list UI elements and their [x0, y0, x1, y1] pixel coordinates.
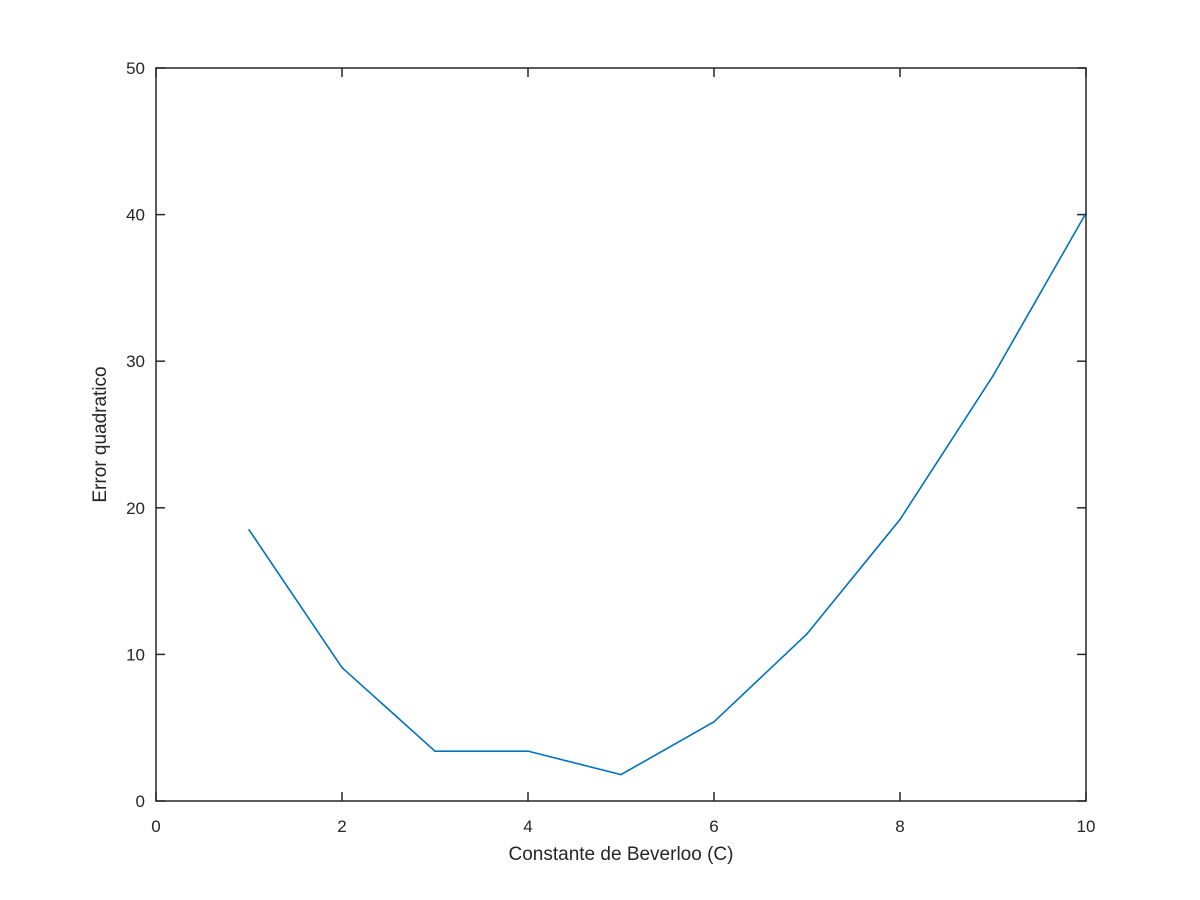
- data-point: [527, 750, 529, 752]
- data-point: [713, 721, 715, 723]
- y-tick-label: 0: [136, 792, 145, 811]
- x-tick-label: 8: [895, 817, 904, 836]
- x-tick-label: 10: [1077, 817, 1096, 836]
- data-point: [341, 666, 343, 669]
- series-line-0: [248, 212, 1087, 776]
- data-point: [620, 773, 622, 776]
- x-axis-label: Constante de Beverloo (C): [509, 844, 734, 865]
- series-group: [248, 212, 1087, 776]
- x-tick-label: 4: [523, 817, 532, 836]
- x-tick-label: 6: [709, 817, 718, 836]
- x-tick-label: 2: [337, 817, 346, 836]
- y-tick-label: 20: [126, 499, 145, 518]
- data-point: [434, 750, 436, 752]
- y-axis-label: Error quadratico: [90, 366, 111, 502]
- x-tick-label: 0: [151, 817, 160, 836]
- data-point: [248, 528, 250, 531]
- y-tick-label: 10: [126, 645, 145, 664]
- data-point: [992, 375, 994, 377]
- axes-frame: [155, 67, 1087, 802]
- y-tick-label: 50: [126, 59, 145, 78]
- data-point: [899, 518, 901, 521]
- y-tick-label: 40: [126, 206, 145, 225]
- y-tick-label: 30: [126, 352, 145, 371]
- data-point: [806, 633, 808, 635]
